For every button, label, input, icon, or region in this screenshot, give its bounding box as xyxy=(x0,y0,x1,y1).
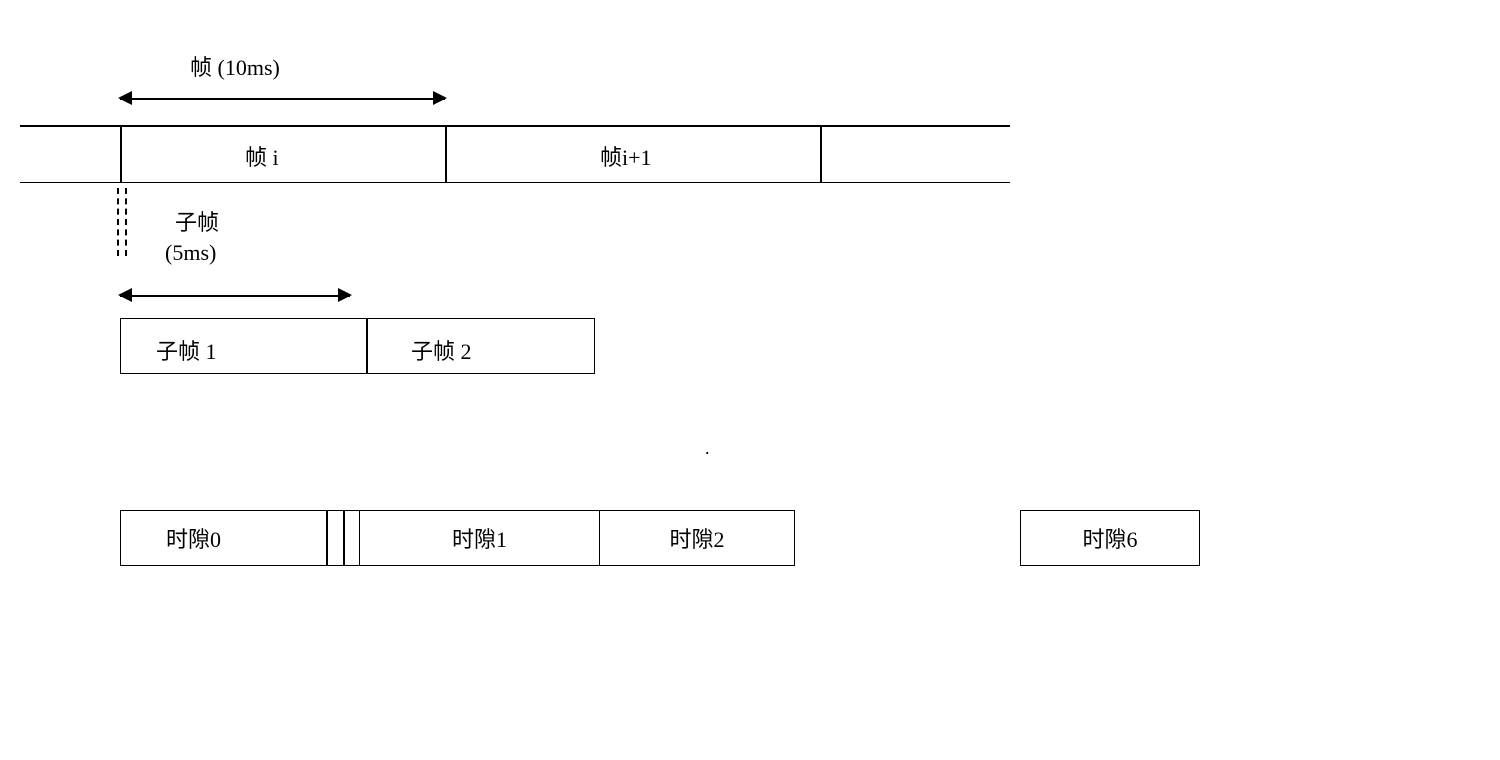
subframe-1-label: 子帧 1 xyxy=(156,334,217,366)
frame-divider-2 xyxy=(445,125,447,183)
arrow-left-icon xyxy=(118,288,132,302)
slot-0-inner-line-1 xyxy=(326,511,328,565)
frame-i1-label: 帧i+1 xyxy=(600,140,652,172)
slot-1-label: 时隙1 xyxy=(452,522,507,554)
subframe-label-line2: (5ms) xyxy=(165,240,216,266)
slot-6-box: 时隙6 xyxy=(1020,510,1200,566)
dashed-connector-1 xyxy=(117,188,119,256)
frame-row: 帧 i 帧i+1 xyxy=(20,125,1010,183)
subframe-row: 子帧 1 子帧 2 xyxy=(120,318,595,374)
frame-i-label: 帧 i xyxy=(245,140,279,172)
slot-2-box: 时隙2 xyxy=(600,510,795,566)
slot-0-inner-line-2 xyxy=(343,511,345,565)
frame-arrow xyxy=(120,88,445,108)
subframe-label-line1: 子帧 xyxy=(175,205,219,237)
arrow-left-icon xyxy=(118,91,132,105)
slot-2-label: 时隙2 xyxy=(669,522,724,554)
slot-0-box: 时隙0 xyxy=(120,510,360,566)
subframe-2-label: 子帧 2 xyxy=(411,334,472,366)
slot-6-label: 时隙6 xyxy=(1082,522,1137,554)
frame-divider-1 xyxy=(120,125,122,183)
slot-1-box: 时隙1 xyxy=(360,510,600,566)
arrow-line xyxy=(120,295,350,297)
arrow-right-icon xyxy=(433,91,447,105)
subframe-arrow xyxy=(120,285,350,305)
frame-top-border xyxy=(20,125,1010,127)
ellipsis-dot: . xyxy=(705,438,710,459)
frame-bottom-border xyxy=(20,182,1010,184)
frame-duration-label: 帧 (10ms) xyxy=(190,50,280,82)
slot-0-label: 时隙0 xyxy=(166,522,221,554)
frame-divider-3 xyxy=(820,125,822,183)
diagram-container: 帧 (10ms) 帧 i 帧i+1 子帧 (5ms) 子帧 1 子帧 2 . xyxy=(20,40,1480,720)
dashed-connector-2 xyxy=(125,188,127,256)
subframe-divider xyxy=(366,319,368,373)
arrow-line xyxy=(120,98,445,100)
arrow-right-icon xyxy=(338,288,352,302)
